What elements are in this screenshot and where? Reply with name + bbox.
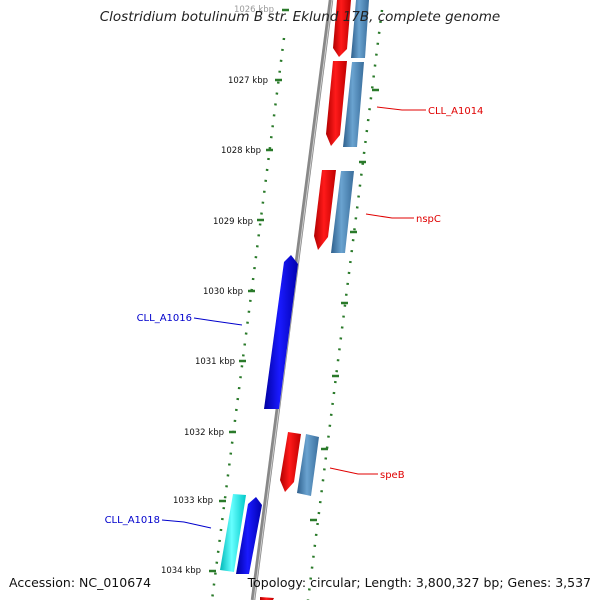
gene-label-speb: speB	[380, 470, 405, 481]
reverse-cds-track	[236, 255, 298, 574]
gene-arrow	[326, 61, 347, 146]
tick-labels: 1026 kbp 1027 kbp 1028 kbp 1029 kbp 1030…	[161, 5, 274, 576]
gene-block	[331, 171, 354, 253]
tick-label-1031: 1031 kbp	[195, 357, 235, 367]
gene-arrow	[264, 255, 298, 409]
gene-block	[351, 0, 369, 58]
tick-marks	[209, 8, 379, 573]
forward-cds-track	[260, 0, 351, 600]
map-title: Clostridium botulinum B str. Eklund 17B,…	[99, 9, 501, 25]
gene-label-cll-a1016: CLL_A1016	[137, 313, 192, 324]
gene-label-cll-a1018: CLL_A1018	[105, 515, 160, 526]
gene-block	[343, 62, 364, 147]
gene-arrow	[333, 0, 351, 57]
gene-block	[220, 494, 246, 572]
reverse-gene-track	[220, 494, 246, 572]
tick-label-1033: 1033 kbp	[173, 496, 213, 506]
gene-arrow	[280, 432, 301, 492]
tick-label-1027: 1027 kbp	[228, 76, 268, 86]
forward-gene-track	[297, 0, 369, 496]
gene-arrow	[314, 170, 336, 250]
gene-label-nspc: nspC	[416, 214, 441, 225]
accession-text: Accession: NC_010674	[9, 575, 152, 590]
tick-label-1030: 1030 kbp	[203, 287, 243, 297]
tick-label-1029: 1029 kbp	[213, 217, 253, 227]
tick-label-1034: 1034 kbp	[161, 566, 201, 576]
tick-label-1028: 1028 kbp	[221, 146, 261, 156]
gene-label-leaders	[161, 106, 426, 529]
gene-label-cll-a1014: CLL_A1014	[428, 106, 483, 117]
tick-label-1032: 1032 kbp	[184, 428, 224, 438]
gene-arrow	[260, 597, 274, 600]
tick-label-1026: 1026 kbp	[234, 5, 274, 15]
gene-arrow	[236, 497, 262, 574]
gene-labels: CLL_A1014 nspC CLL_A1016 speB CLL_A1018	[105, 106, 484, 526]
inner-dotted-track	[306, 9, 384, 601]
genome-summary-text: Topology: circular; Length: 3,800,327 bp…	[247, 575, 591, 590]
gene-block	[297, 434, 319, 496]
